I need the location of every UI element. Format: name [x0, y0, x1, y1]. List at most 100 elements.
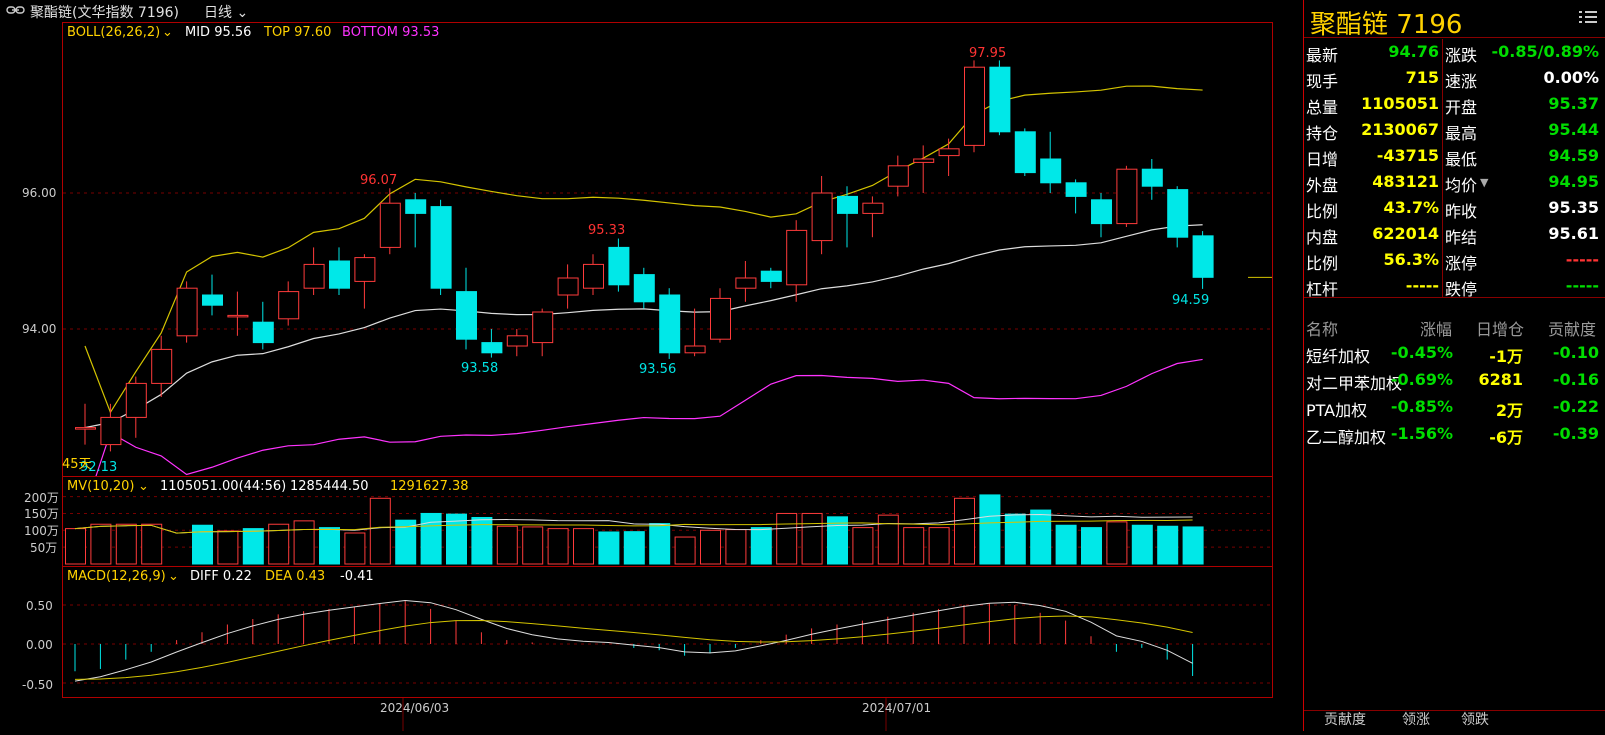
price-tick-96: 96.00: [22, 186, 56, 200]
macd-diff: DIFF 0.22: [190, 569, 252, 584]
candle-body: [710, 297, 731, 340]
quote-label: 比例: [1306, 254, 1339, 273]
quote-value: 1105051: [1361, 94, 1439, 113]
component-row[interactable]: 短纤加权 -0.45% -1万 -0.10: [1304, 340, 1605, 367]
candle-body: [1091, 199, 1112, 225]
quote-label: 外盘: [1306, 176, 1339, 195]
col-name[interactable]: 名称: [1306, 320, 1339, 339]
macd-dea-line: [74, 615, 1193, 680]
boll-top-line: [84, 85, 1203, 414]
candle-body: [1116, 168, 1138, 225]
component-row[interactable]: PTA加权 -0.85% 2万 -0.22: [1304, 394, 1605, 421]
panel-title: 聚酯链 7196: [1310, 4, 1462, 41]
quote-row: 现手 715 速涨 0.00%: [1304, 65, 1605, 91]
component-name: 对二甲苯加权: [1306, 374, 1403, 393]
quote-label: 杠杆: [1306, 280, 1339, 299]
volume-bar: [547, 528, 569, 565]
volume-bar: [573, 528, 594, 565]
component-contrib: -0.39: [1552, 424, 1599, 443]
volume-bar: [471, 516, 493, 565]
candle-body: [1065, 182, 1087, 197]
vol-tick-50: 50万: [30, 541, 57, 555]
vol-ma20-line: [74, 519, 1193, 534]
quote-label: 最低: [1445, 150, 1478, 169]
candle-body: [887, 165, 909, 187]
chart-area[interactable]: BOLL(26,26,2) ⌄ MID 95.56 TOP 97.60 BOTT…: [0, 22, 1303, 731]
col-oi[interactable]: 日增仓: [1476, 320, 1525, 339]
quote-label: 涨跌: [1445, 46, 1478, 65]
component-change: -0.69%: [1390, 370, 1453, 389]
boll-label[interactable]: BOLL(26,26,2): [67, 25, 160, 40]
candle-body: [125, 382, 147, 418]
boll-chevron-icon[interactable]: ⌄: [162, 25, 173, 40]
volume-bar: [1004, 513, 1026, 565]
grid-lines: [63, 192, 1272, 731]
volume-bar: [141, 523, 163, 565]
quote-value: 94.76: [1388, 42, 1439, 61]
macd-label[interactable]: MACD(12,26,9): [67, 569, 166, 584]
candle-body: [456, 291, 477, 340]
quote-label: 现手: [1306, 72, 1339, 91]
quote-value: -----: [1405, 276, 1439, 295]
component-contrib: -0.22: [1552, 397, 1599, 416]
quote-value: 94.95: [1548, 172, 1599, 191]
volume-bar: [1030, 509, 1052, 565]
quote-value: 95.44: [1548, 120, 1599, 139]
mv-label[interactable]: MV(10,20): [67, 479, 134, 494]
candle-body: [405, 199, 427, 214]
volume-bar: [903, 527, 925, 565]
candle-body: [684, 345, 706, 354]
quote-row: 日增 -43715 最低 94.59: [1304, 143, 1605, 169]
boll-bottom: BOTTOM 93.53: [342, 25, 439, 40]
candle-body: [862, 202, 884, 214]
volume-bar: [65, 528, 86, 565]
volume-bar: [979, 494, 1001, 565]
quote-value: -43715: [1376, 146, 1439, 165]
volume-bar: [395, 519, 417, 565]
volume-bar: [319, 527, 340, 565]
candle-body: [608, 246, 630, 286]
candle-body: [532, 311, 554, 344]
tab-contribution[interactable]: 贡献度: [1310, 710, 1380, 730]
macd-tick-n050: -0.50: [22, 678, 53, 692]
volume-bar: [1157, 525, 1179, 565]
macd-chevron-icon[interactable]: ⌄: [168, 569, 179, 584]
quote-value: 43.7%: [1383, 198, 1439, 217]
vol-tick-150: 150万: [24, 507, 59, 521]
component-oi: 2万: [1495, 401, 1523, 420]
quote-label: 最新: [1306, 46, 1339, 65]
mv-chevron-icon[interactable]: ⌄: [138, 479, 149, 494]
list-icon[interactable]: [1579, 8, 1597, 26]
quote-row: 最新 94.76 涨跌 -0.85/0.89%: [1304, 39, 1605, 65]
tab-lead-down[interactable]: 领跌: [1449, 710, 1501, 730]
quote-label: 昨收: [1445, 202, 1478, 221]
quote-label: 速涨: [1445, 72, 1478, 91]
candle-body: [735, 277, 757, 289]
tab-lead-up[interactable]: 领涨: [1390, 710, 1442, 730]
volume-bar: [420, 512, 442, 565]
caret-down-icon[interactable]: ▼: [1480, 176, 1489, 189]
col-contrib[interactable]: 贡献度: [1548, 320, 1597, 339]
candle-body: [938, 148, 960, 157]
annotation-high-3: 97.95: [969, 46, 1006, 61]
candle-body: [964, 66, 985, 146]
candle-body: [1192, 235, 1214, 278]
volume-bar: [496, 525, 518, 565]
component-oi: -1万: [1489, 347, 1523, 366]
component-change: -0.85%: [1390, 397, 1453, 416]
quote-label: 总量: [1306, 98, 1339, 117]
tab-contribution-label: 贡献度: [1324, 712, 1366, 728]
col-change[interactable]: 涨幅: [1420, 320, 1453, 339]
volume-bar: [725, 529, 747, 565]
date-label-1: 2024/06/03: [380, 701, 449, 715]
volume-bar: [446, 513, 467, 565]
link-icon[interactable]: [6, 4, 26, 20]
component-oi: 6281: [1478, 370, 1523, 389]
volume-bar: [293, 520, 315, 565]
volume-bar: [649, 523, 671, 565]
period-selector[interactable]: 日线 ⌄: [204, 2, 248, 22]
component-row[interactable]: 对二甲苯加权 -0.69% 6281 -0.16: [1304, 367, 1605, 394]
component-row[interactable]: 乙二醇加权 -1.56% -6万 -0.39: [1304, 421, 1605, 448]
volume-bar: [192, 524, 213, 565]
price-tick-94: 94.00: [22, 322, 56, 336]
